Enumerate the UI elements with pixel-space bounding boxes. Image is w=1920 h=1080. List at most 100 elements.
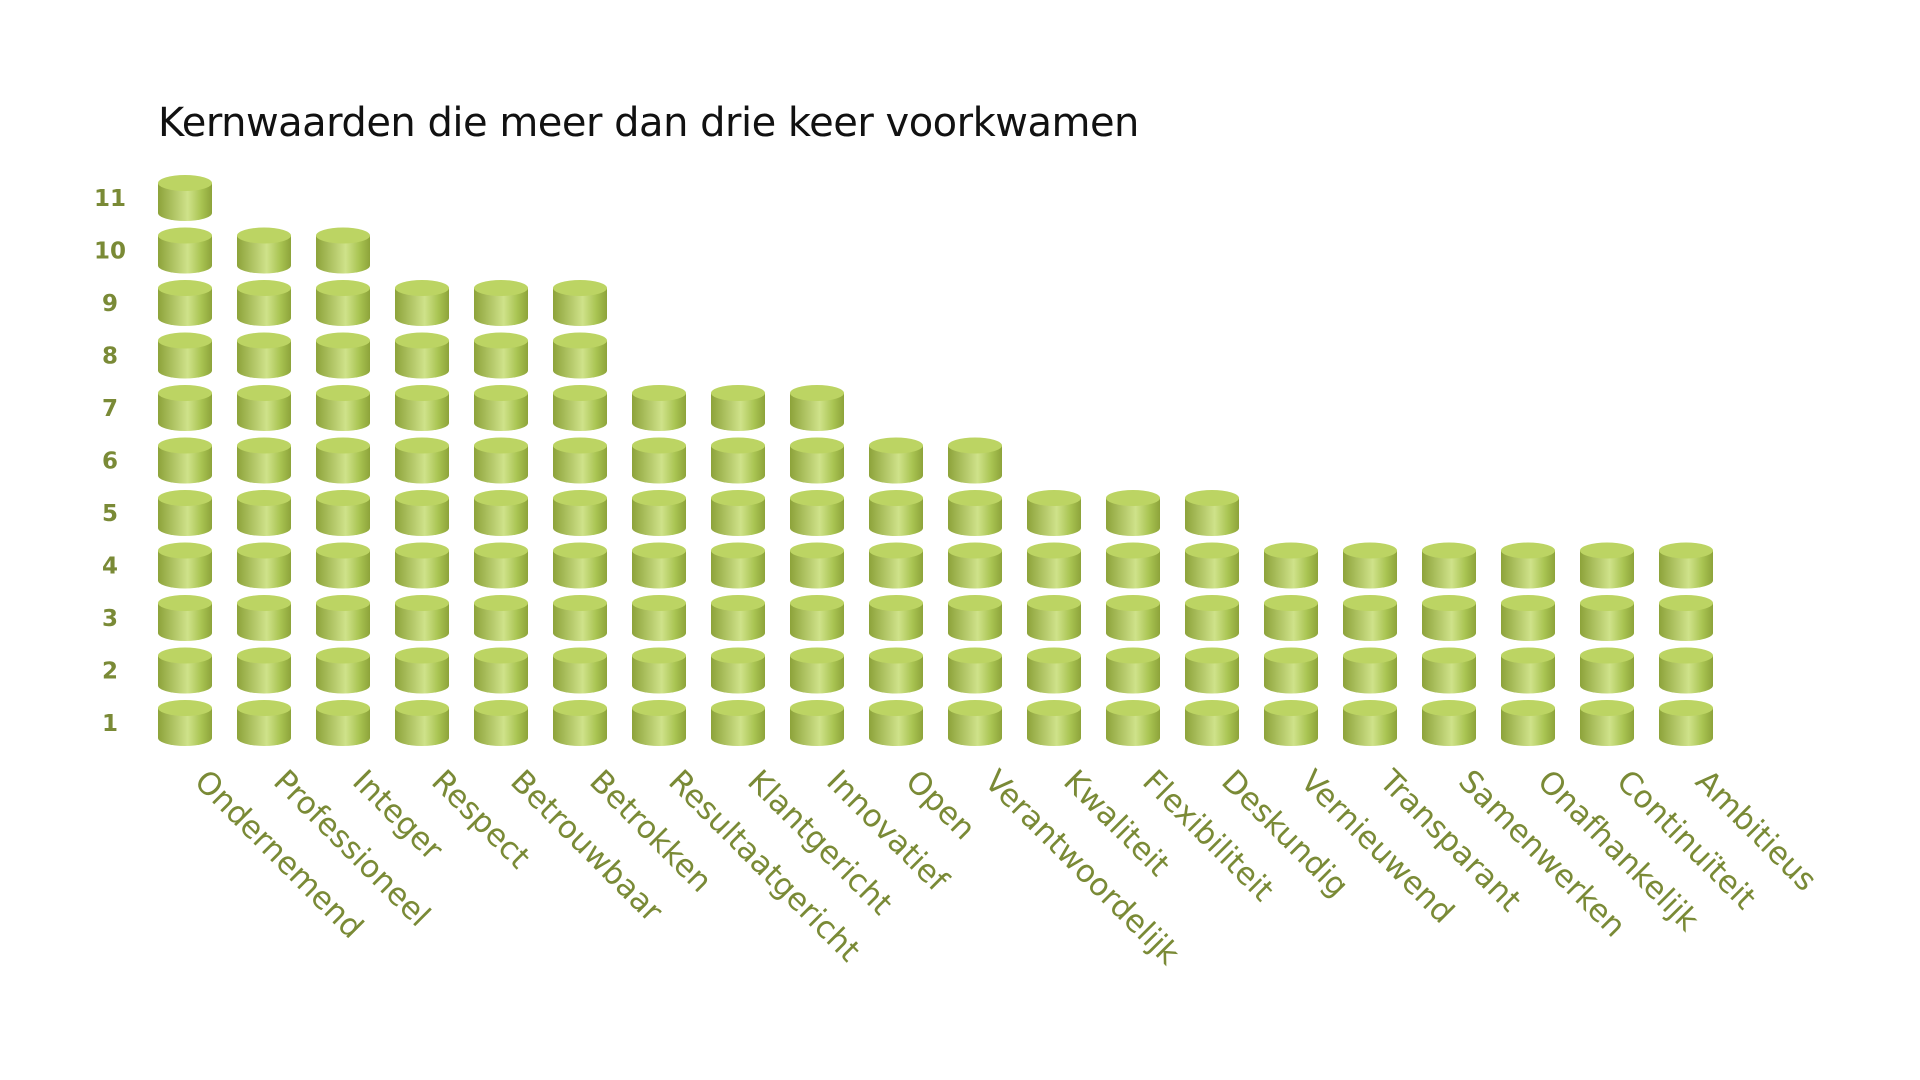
cylinder-unit <box>1580 700 1634 746</box>
cylinder-unit <box>395 490 449 536</box>
bars <box>158 175 1713 746</box>
cylinder-unit <box>553 332 607 379</box>
cylinder-unit <box>316 385 370 431</box>
cylinder-unit <box>395 595 449 641</box>
cylinder-unit <box>1027 700 1081 746</box>
cylinder-unit <box>1659 542 1713 589</box>
cylinder-unit <box>790 595 844 641</box>
cylinder-unit <box>869 647 923 694</box>
cylinder-unit <box>553 280 607 326</box>
cylinder-unit <box>553 542 607 589</box>
cylinder-unit <box>1659 700 1713 746</box>
cylinder-unit <box>1027 647 1081 694</box>
cylinder-unit <box>395 332 449 379</box>
cylinder-unit <box>237 647 291 694</box>
cylinder-unit <box>1422 595 1476 641</box>
cylinder-unit <box>869 490 923 536</box>
y-tick-label: 5 <box>102 501 118 527</box>
cylinder-unit <box>711 490 765 536</box>
bar-column <box>711 385 765 746</box>
cylinder-unit <box>237 542 291 589</box>
cylinder-unit <box>790 437 844 484</box>
cylinder-unit <box>158 385 212 431</box>
cylinder-unit <box>632 542 686 589</box>
cylinder-unit <box>948 490 1002 536</box>
cylinder-unit <box>1106 595 1160 641</box>
chart-title: Kernwaarden die meer dan drie keer voork… <box>158 100 1139 146</box>
bar-column <box>1027 490 1081 746</box>
cylinder-unit <box>474 385 528 431</box>
cylinder-unit <box>1422 700 1476 746</box>
cylinder-unit <box>1264 595 1318 641</box>
cylinder-unit <box>790 490 844 536</box>
cylinder-unit <box>474 332 528 379</box>
cylinder-unit <box>1659 595 1713 641</box>
cylinder-unit <box>316 227 370 274</box>
y-tick-label: 6 <box>102 449 118 475</box>
y-tick-label: 3 <box>102 606 118 632</box>
cylinder-unit <box>237 437 291 484</box>
x-axis-labels: OndernemendProfessioneelIntegerRespectBe… <box>187 762 1823 972</box>
cylinder-unit <box>395 700 449 746</box>
cylinder-unit <box>1185 647 1239 694</box>
cylinder-unit <box>395 647 449 694</box>
bar-column <box>790 385 844 746</box>
bar-column <box>1185 490 1239 746</box>
bar-column <box>1106 490 1160 746</box>
cylinder-unit <box>1501 542 1555 589</box>
bar-column <box>948 437 1002 746</box>
cylinder-unit <box>474 490 528 536</box>
y-tick-label: 7 <box>102 396 118 422</box>
cylinder-unit <box>948 647 1002 694</box>
cylinder-unit <box>632 595 686 641</box>
cylinder-unit <box>1580 595 1634 641</box>
cylinder-unit <box>632 437 686 484</box>
cylinder-unit <box>158 542 212 589</box>
cylinder-unit <box>316 595 370 641</box>
cylinder-unit <box>948 542 1002 589</box>
cylinder-unit <box>711 385 765 431</box>
cylinder-unit <box>158 595 212 641</box>
cylinder-unit <box>237 227 291 274</box>
cylinder-unit <box>158 227 212 274</box>
cylinder-unit <box>553 700 607 746</box>
y-tick-label: 11 <box>94 186 126 212</box>
cylinder-unit <box>1106 490 1160 536</box>
cylinder-unit <box>790 647 844 694</box>
cylinder-unit <box>237 332 291 379</box>
bar-column <box>632 385 686 746</box>
cylinder-unit <box>790 700 844 746</box>
cylinder-unit <box>1185 700 1239 746</box>
cylinder-unit <box>1580 542 1634 589</box>
cylinder-unit <box>316 280 370 326</box>
cylinder-unit <box>1027 542 1081 589</box>
cylinder-unit <box>553 437 607 484</box>
y-axis-ticks: 1 2 3 4 5 6 7 8 9 10 11 <box>94 186 126 737</box>
cylinder-unit <box>1343 700 1397 746</box>
bar-column <box>1264 542 1318 746</box>
cylinder-unit <box>316 437 370 484</box>
cylinder-unit <box>1580 647 1634 694</box>
cylinder-unit <box>158 280 212 326</box>
cylinder-unit <box>1106 700 1160 746</box>
cylinder-unit <box>1343 595 1397 641</box>
cylinder-unit <box>711 542 765 589</box>
cylinder-unit <box>237 385 291 431</box>
cylinder-unit <box>158 332 212 379</box>
cylinder-unit <box>1422 647 1476 694</box>
cylinder-unit <box>316 332 370 379</box>
cylinder-unit <box>711 647 765 694</box>
bar-column <box>1580 542 1634 746</box>
cylinder-unit <box>1343 542 1397 589</box>
bar-column <box>1659 542 1713 746</box>
cylinder-unit <box>474 595 528 641</box>
y-tick-label: 1 <box>102 711 118 737</box>
bar-column <box>395 280 449 746</box>
cylinder-unit <box>948 595 1002 641</box>
cylinder-unit <box>1264 542 1318 589</box>
cylinder-unit <box>711 700 765 746</box>
cylinder-unit <box>869 542 923 589</box>
cylinder-unit <box>1185 595 1239 641</box>
cylinder-unit <box>869 437 923 484</box>
